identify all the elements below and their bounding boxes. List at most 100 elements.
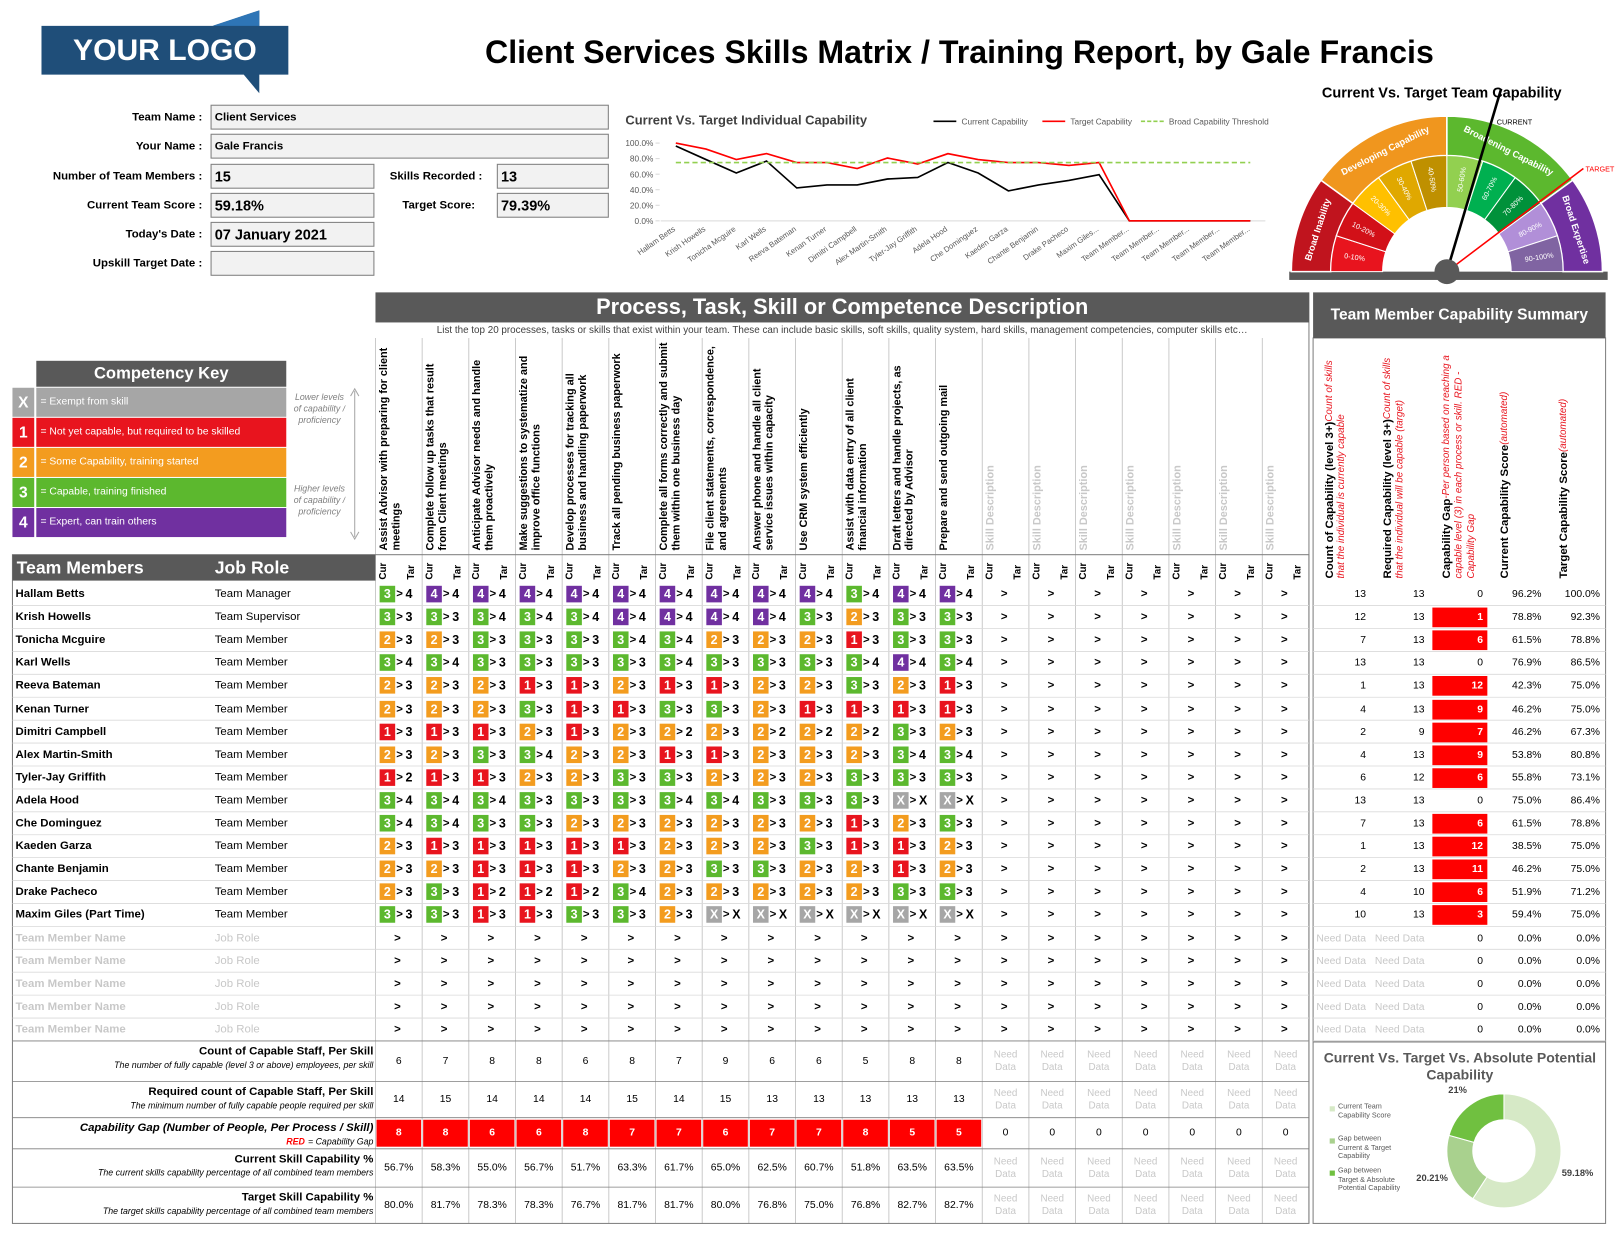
- target-level: 3: [405, 701, 413, 716]
- field-box: 07 January 2021: [210, 221, 375, 247]
- target-level: 3: [732, 861, 740, 877]
- separator: >: [487, 977, 495, 990]
- separator: >: [1047, 954, 1055, 967]
- separator: >: [1094, 1000, 1101, 1013]
- separator: >: [676, 771, 683, 784]
- separator: >: [1047, 977, 1055, 990]
- separator: >: [396, 679, 403, 692]
- summary-header: Required Capability (level 3+)Count of s…: [1382, 342, 1423, 579]
- separator: >: [909, 725, 917, 738]
- total-value: 14: [579, 1093, 592, 1105]
- current-level: 3: [519, 608, 536, 626]
- cur-label: Cur: [1170, 562, 1183, 580]
- current-level: 2: [519, 723, 536, 740]
- target-level: 3: [965, 838, 973, 854]
- target-level: 3: [825, 655, 833, 671]
- key-text: = Capable, training finished: [36, 477, 287, 507]
- separator: >: [1234, 885, 1241, 899]
- total-value: 82.7%: [944, 1199, 974, 1211]
- current-level: 3: [939, 883, 956, 901]
- separator: >: [1280, 1000, 1288, 1013]
- current-level: 2: [846, 860, 862, 878]
- summary-value: 78.8%: [1570, 634, 1600, 647]
- summary-value: 0.0%: [1576, 1001, 1600, 1013]
- separator: >: [860, 931, 868, 945]
- current-level: 1: [799, 700, 816, 717]
- field-label: Number of Team Members :: [52, 170, 203, 183]
- current-level: 1: [519, 906, 536, 924]
- summary-value: 78.8%: [1512, 611, 1542, 624]
- separator: >: [769, 885, 777, 899]
- separator: >: [954, 1023, 961, 1036]
- separator: >: [580, 977, 588, 990]
- summary-value: 7: [1360, 634, 1366, 647]
- job-role: Team Member: [214, 702, 288, 715]
- separator: >: [1047, 931, 1055, 945]
- separator: >: [536, 885, 543, 899]
- separator: >: [396, 862, 403, 876]
- total-value: 58.3%: [430, 1161, 461, 1174]
- member-name: Chante Benjamin: [15, 862, 109, 876]
- separator: >: [1094, 748, 1101, 761]
- separator: >: [536, 839, 543, 853]
- summary-value: 0.0%: [1517, 1001, 1542, 1013]
- total-value: 14: [393, 1093, 405, 1105]
- separator: >: [396, 771, 403, 784]
- matrix-frame: [11, 554, 1310, 1224]
- separator: >: [1000, 725, 1008, 738]
- separator: >: [862, 656, 870, 670]
- gauge-hub: [1434, 259, 1460, 285]
- target-level: 4: [732, 793, 740, 808]
- tar-label: Tar: [1058, 564, 1071, 580]
- total-note: = Capability Gap: [307, 1136, 374, 1147]
- separator: >: [1000, 839, 1008, 853]
- separator: >: [1000, 656, 1008, 670]
- separator: >: [1187, 1023, 1195, 1036]
- current-level: 2: [799, 677, 816, 695]
- separator: >: [1094, 839, 1101, 853]
- target-level: 3: [778, 701, 786, 716]
- separator: >: [816, 908, 823, 922]
- separator: >: [816, 816, 823, 830]
- current-level: 3: [379, 814, 396, 832]
- current-level: 2: [706, 814, 722, 832]
- series-line: [675, 142, 1251, 222]
- target-level: 3: [825, 815, 833, 831]
- current-level: 3: [566, 608, 582, 626]
- separator: >: [1047, 1000, 1055, 1013]
- separator: >: [442, 702, 450, 715]
- total-value: 65.0%: [710, 1161, 741, 1174]
- current-level: 3: [799, 837, 816, 855]
- separator: >: [909, 794, 917, 807]
- total-value: Need Data: [1227, 1155, 1251, 1180]
- current-level: 1: [566, 723, 582, 740]
- current-level: 2: [706, 883, 722, 901]
- separator: >: [442, 679, 450, 692]
- current-level: 3: [939, 814, 956, 832]
- separator: >: [442, 656, 450, 670]
- summary-value: 38.5%: [1512, 840, 1542, 853]
- total-value: Need Data: [1040, 1048, 1065, 1073]
- separator: >: [676, 908, 683, 922]
- separator: >: [582, 679, 590, 692]
- target-level: 4: [452, 586, 460, 602]
- separator: >: [629, 725, 637, 738]
- separator: >: [396, 816, 403, 830]
- separator: >: [1094, 771, 1101, 784]
- separator: >: [487, 1023, 495, 1036]
- separator: >: [1280, 633, 1288, 647]
- separator: >: [442, 885, 450, 899]
- total-value: Need Data: [1273, 1087, 1298, 1111]
- current-level: 3: [706, 792, 722, 809]
- separator: >: [1234, 656, 1241, 670]
- summary-value: 6: [1432, 630, 1488, 651]
- target-level: 3: [592, 907, 600, 923]
- separator: >: [769, 748, 777, 761]
- key-text: = Some Capability, training started: [36, 447, 287, 477]
- total-value: 80.0%: [710, 1199, 741, 1211]
- tar-label: Tar: [1245, 564, 1258, 580]
- total-value: Need Data: [1273, 1192, 1298, 1217]
- summary-value: 61.5%: [1512, 818, 1542, 830]
- separator: >: [536, 679, 543, 692]
- separator: >: [862, 679, 870, 692]
